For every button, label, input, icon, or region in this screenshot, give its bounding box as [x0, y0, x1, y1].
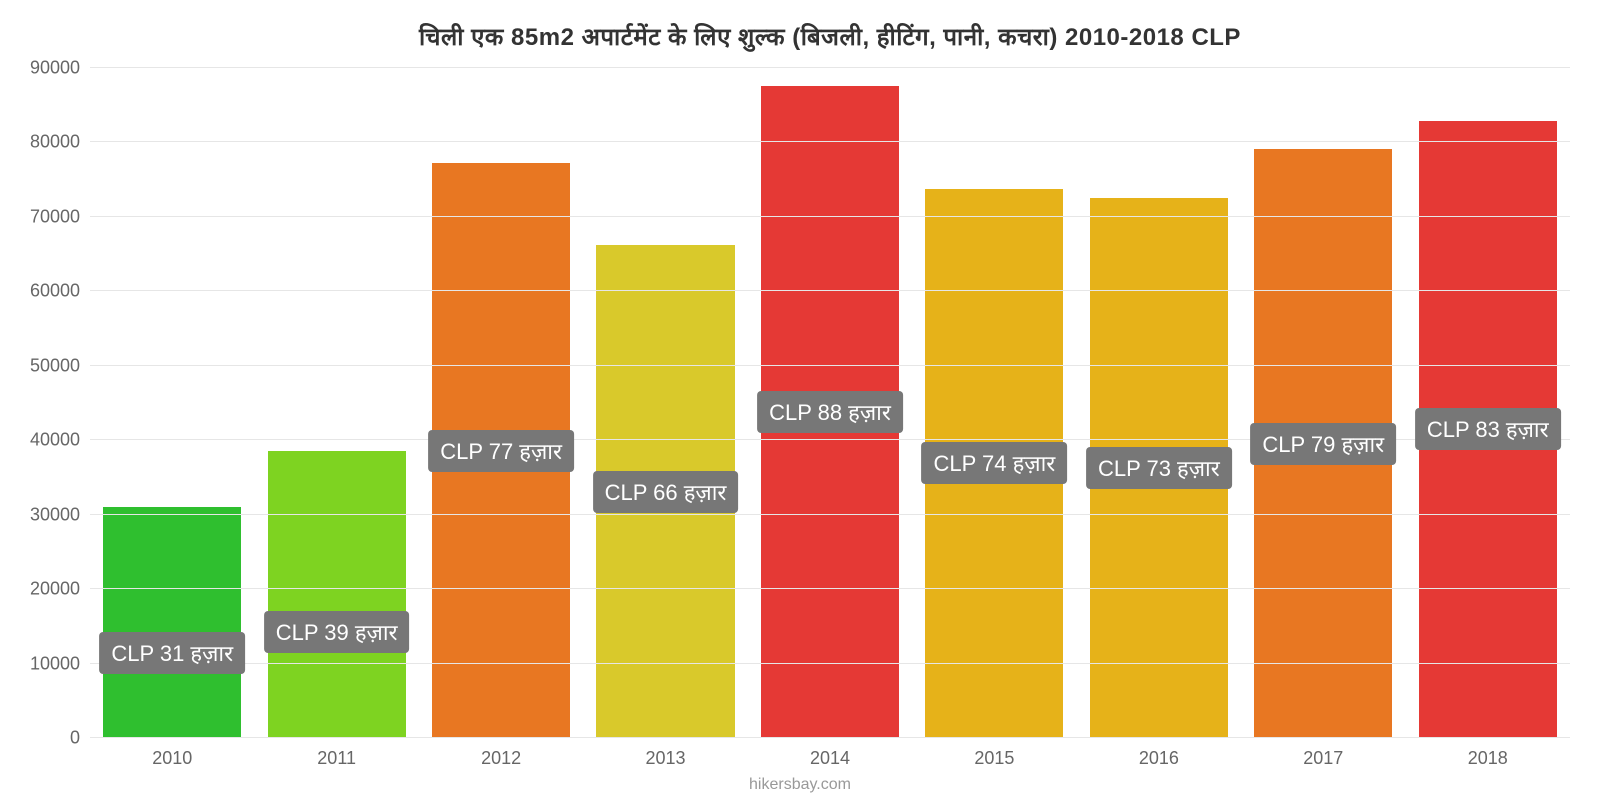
value-badge: CLP 79 हज़ार [1250, 423, 1396, 465]
value-badge: CLP 66 हज़ार [593, 471, 739, 513]
grid-line [90, 365, 1570, 366]
attribution-text: hikersbay.com [749, 776, 851, 794]
x-tick-label: 2017 [1303, 738, 1343, 769]
grid-line [90, 514, 1570, 515]
x-tick-label: 2018 [1468, 738, 1508, 769]
x-tick-label: 2013 [646, 738, 686, 769]
x-tick-label: 2016 [1139, 738, 1179, 769]
grid-line [90, 737, 1570, 738]
grid-line [90, 141, 1570, 142]
y-tick-label: 80000 [30, 132, 90, 153]
y-tick-label: 40000 [30, 430, 90, 451]
y-tick-label: 60000 [30, 281, 90, 302]
grid-line [90, 216, 1570, 217]
bar-slot: 2013CLP 66 हज़ार [583, 68, 747, 738]
grid-line [90, 290, 1570, 291]
bar-slot: 2017CLP 79 हज़ार [1241, 68, 1405, 738]
x-tick-label: 2011 [317, 738, 356, 769]
y-tick-label: 50000 [30, 355, 90, 376]
bar-slot: 2014CLP 88 हज़ार [748, 68, 912, 738]
bar-slot: 2011CLP 39 हज़ार [254, 68, 418, 738]
y-tick-label: 10000 [30, 653, 90, 674]
x-tick-label: 2014 [810, 738, 850, 769]
bar [268, 451, 406, 738]
bar-slot: 2016CLP 73 हज़ार [1077, 68, 1241, 738]
value-badge: CLP 73 हज़ार [1086, 447, 1232, 489]
grid-line [90, 588, 1570, 589]
value-badge: CLP 88 हज़ार [757, 391, 903, 433]
grid-line [90, 663, 1570, 664]
value-badge: CLP 31 हज़ार [99, 632, 245, 674]
plot-area: 2010CLP 31 हज़ार2011CLP 39 हज़ार2012CLP … [90, 68, 1570, 738]
x-tick-label: 2010 [152, 738, 192, 769]
bar-slot: 2015CLP 74 हज़ार [912, 68, 1076, 738]
bar [103, 507, 241, 738]
bar-slot: 2018CLP 83 हज़ार [1406, 68, 1570, 738]
y-tick-label: 0 [70, 728, 90, 749]
x-tick-label: 2015 [974, 738, 1014, 769]
value-badge: CLP 83 हज़ार [1415, 408, 1561, 450]
x-tick-label: 2012 [481, 738, 521, 769]
bar-slot: 2012CLP 77 हज़ार [419, 68, 583, 738]
bars-group: 2010CLP 31 हज़ार2011CLP 39 हज़ार2012CLP … [90, 68, 1570, 738]
value-badge: CLP 77 हज़ार [428, 430, 574, 472]
bar-slot: 2010CLP 31 हज़ार [90, 68, 254, 738]
y-tick-label: 30000 [30, 504, 90, 525]
value-badge: CLP 74 हज़ार [922, 442, 1068, 484]
grid-line [90, 67, 1570, 68]
chart-title: चिली एक 85m2 अपार्टमेंट के लिए शुल्क (बि… [90, 20, 1570, 53]
y-tick-label: 70000 [30, 206, 90, 227]
value-badge: CLP 39 हज़ार [264, 611, 410, 653]
chart-container: चिली एक 85m2 अपार्टमेंट के लिए शुल्क (बि… [0, 0, 1600, 800]
y-tick-label: 90000 [30, 58, 90, 79]
y-tick-label: 20000 [30, 579, 90, 600]
